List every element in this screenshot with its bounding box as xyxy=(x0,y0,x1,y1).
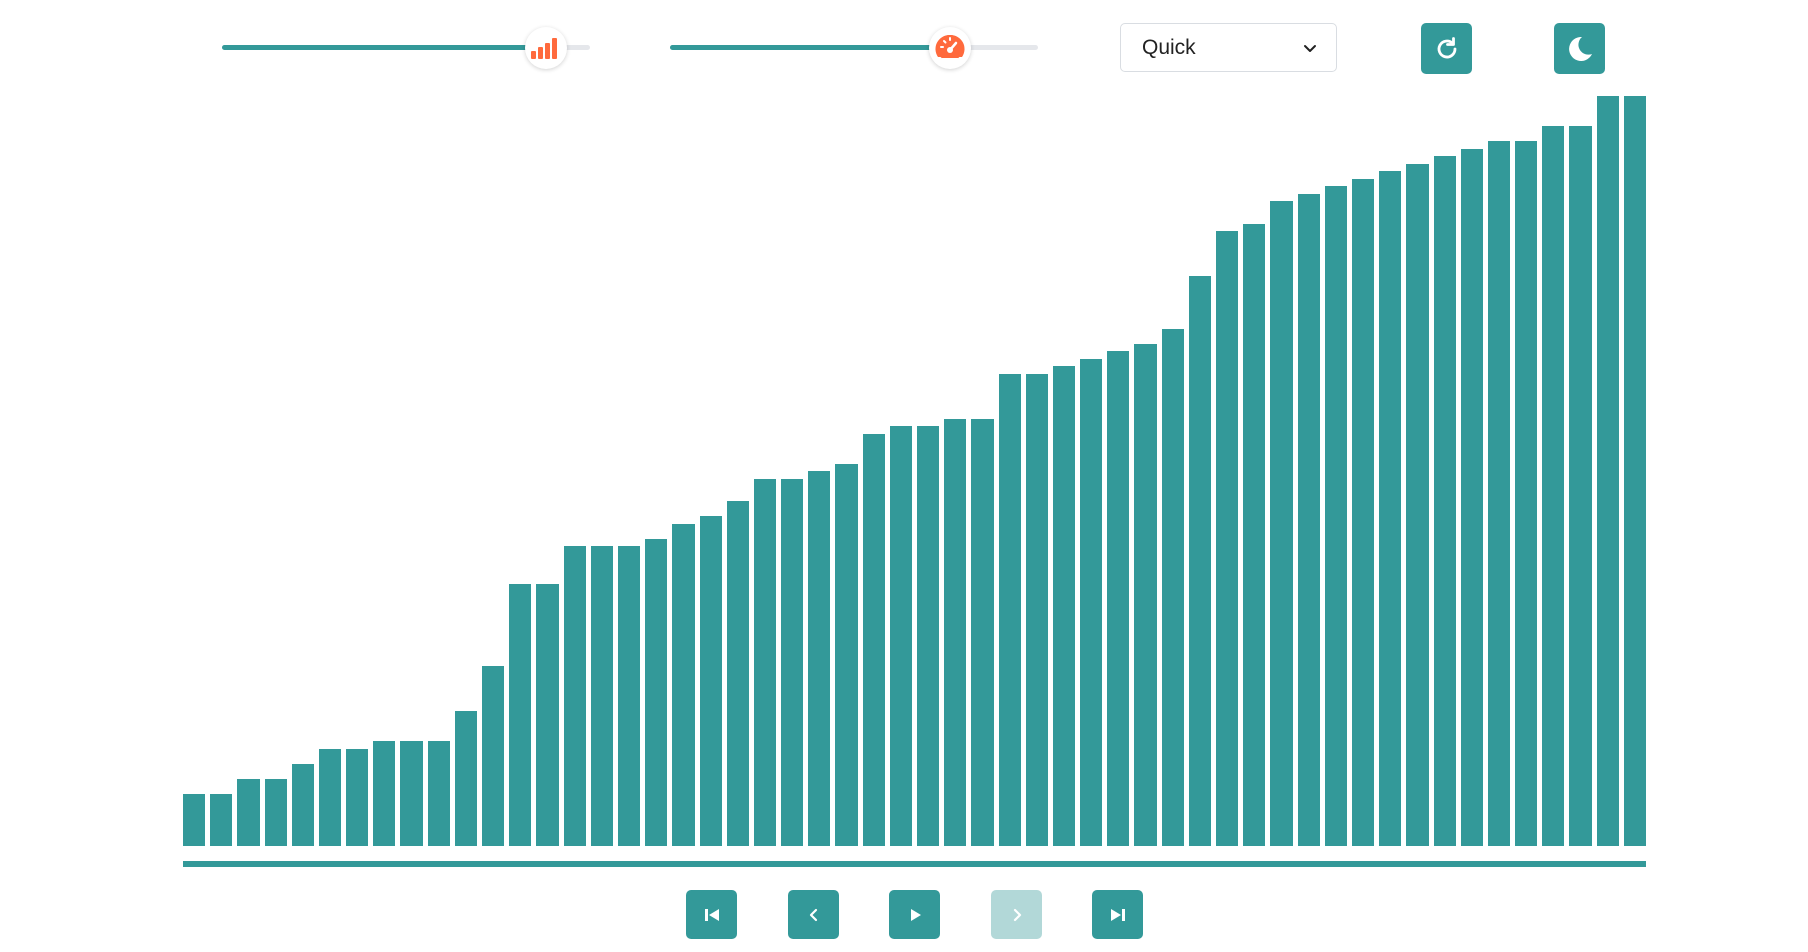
array-bar xyxy=(999,374,1021,847)
array-bar xyxy=(727,501,749,846)
array-bar xyxy=(917,426,939,846)
array-bar xyxy=(754,479,776,847)
speed-slider-thumb[interactable] xyxy=(929,27,971,69)
algorithm-select[interactable]: Quick xyxy=(1120,23,1337,72)
speed-slider[interactable] xyxy=(670,26,1038,66)
array-bar xyxy=(237,779,259,847)
array-bar xyxy=(1569,126,1591,846)
skip-forward-icon xyxy=(1109,906,1127,924)
array-bar xyxy=(971,419,993,847)
array-bar xyxy=(319,749,341,847)
array-bar xyxy=(1270,201,1292,846)
skip-back-icon xyxy=(703,906,721,924)
array-bar xyxy=(428,741,450,846)
array-bar xyxy=(1216,231,1238,846)
size-slider-fill xyxy=(222,45,546,50)
algorithm-select-value: Quick xyxy=(1142,36,1302,60)
skip-to-end-button[interactable] xyxy=(1092,890,1143,939)
array-bar xyxy=(1542,126,1564,846)
array-bar xyxy=(564,546,586,846)
theme-toggle-button[interactable] xyxy=(1554,23,1605,74)
array-bar xyxy=(1597,96,1619,846)
array-bar xyxy=(1080,359,1102,847)
array-bar xyxy=(1434,156,1456,846)
size-slider[interactable] xyxy=(222,26,590,66)
chevron-down-icon xyxy=(1302,40,1318,56)
array-bar xyxy=(1379,171,1401,846)
array-bar xyxy=(1352,179,1374,847)
reset-button[interactable] xyxy=(1421,23,1472,74)
moon-icon xyxy=(1565,34,1595,64)
array-bars-chart xyxy=(183,96,1646,846)
array-bar xyxy=(346,749,368,847)
array-bar xyxy=(210,794,232,847)
array-bar xyxy=(781,479,803,847)
speedometer-icon xyxy=(934,33,966,63)
array-bar xyxy=(292,764,314,847)
refresh-icon xyxy=(1434,36,1460,62)
progress-bar xyxy=(183,861,1646,867)
step-forward-button[interactable] xyxy=(991,890,1042,939)
array-bar xyxy=(1107,351,1129,846)
array-bar xyxy=(700,516,722,846)
array-bar xyxy=(1515,141,1537,846)
array-bar xyxy=(1325,186,1347,846)
play-button[interactable] xyxy=(889,890,940,939)
array-bar xyxy=(400,741,422,846)
array-bar xyxy=(890,426,912,846)
array-bar xyxy=(1189,276,1211,846)
chevron-right-icon xyxy=(1008,906,1026,924)
array-bar xyxy=(1406,164,1428,847)
array-bar xyxy=(265,779,287,847)
array-bar xyxy=(1243,224,1265,847)
array-bar xyxy=(1624,96,1646,846)
array-bar xyxy=(509,584,531,847)
array-bar xyxy=(591,546,613,846)
chevron-left-icon xyxy=(805,906,823,924)
size-slider-thumb[interactable] xyxy=(525,27,567,69)
array-bar xyxy=(1162,329,1184,847)
step-back-button[interactable] xyxy=(788,890,839,939)
array-bar xyxy=(835,464,857,847)
array-bar xyxy=(1134,344,1156,847)
array-bar xyxy=(645,539,667,847)
array-bar xyxy=(618,546,640,846)
array-bar xyxy=(482,666,504,846)
array-bar xyxy=(808,471,830,846)
array-bar xyxy=(1488,141,1510,846)
speed-slider-fill xyxy=(670,45,950,50)
array-bar xyxy=(672,524,694,847)
array-bar xyxy=(1461,149,1483,847)
array-bar xyxy=(536,584,558,847)
array-bar xyxy=(373,741,395,846)
signal-bars-icon xyxy=(530,36,562,60)
play-icon xyxy=(906,906,924,924)
array-bar xyxy=(455,711,477,846)
array-bar xyxy=(863,434,885,847)
skip-to-start-button[interactable] xyxy=(686,890,737,939)
array-bar xyxy=(1298,194,1320,847)
array-bar xyxy=(183,794,205,847)
array-bar xyxy=(1053,366,1075,846)
array-bar xyxy=(944,419,966,847)
array-bar xyxy=(1026,374,1048,847)
